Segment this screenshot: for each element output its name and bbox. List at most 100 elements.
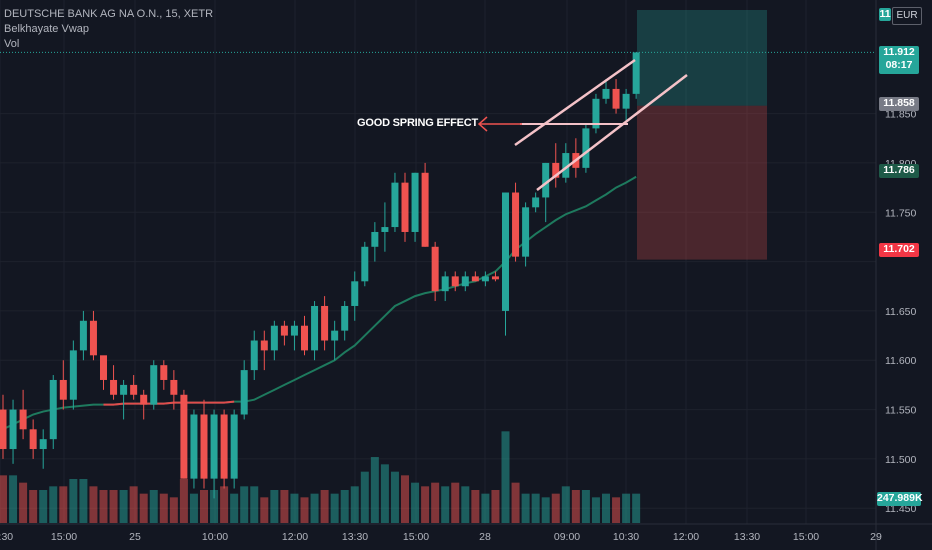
last-price-value: 11.912 xyxy=(883,46,915,58)
candle-body xyxy=(431,246,439,292)
candle-body xyxy=(200,414,208,479)
candle-body xyxy=(592,98,600,129)
volume-value-tag: 247.989K xyxy=(877,492,923,506)
candle-body xyxy=(39,439,47,450)
volume-bar xyxy=(179,479,188,523)
countdown-timer: 08:17 xyxy=(885,59,913,71)
candle-body xyxy=(230,414,238,479)
candle-body xyxy=(190,414,198,479)
candle-body xyxy=(502,192,509,311)
candle-body xyxy=(602,88,610,99)
volume-bar xyxy=(270,490,279,523)
candle-body xyxy=(49,379,57,440)
y-tick-label: 11.750 xyxy=(885,207,916,219)
volume-bar xyxy=(9,475,18,523)
candle-body xyxy=(481,276,489,282)
candle-body xyxy=(120,384,128,395)
volume-bar xyxy=(531,493,540,523)
volume-bar xyxy=(119,490,128,523)
volume-bar xyxy=(310,493,319,523)
volume-bar xyxy=(59,486,68,523)
volume-bar xyxy=(230,493,239,523)
volume-bar xyxy=(49,486,58,523)
candle-body xyxy=(522,207,530,257)
volume-bar xyxy=(149,490,158,523)
arrow-head xyxy=(477,116,488,132)
candle-body xyxy=(401,182,409,232)
candle-body xyxy=(421,172,429,247)
x-tick-label: 12:00 xyxy=(282,531,308,543)
volume-bar xyxy=(109,490,118,523)
candle-body xyxy=(280,325,288,336)
currency-button[interactable]: EUR xyxy=(892,7,922,25)
x-tick-label: 10:30 xyxy=(613,531,639,543)
volume-bar xyxy=(360,471,369,523)
y-tick-label: 11.850 xyxy=(885,109,916,121)
volume-bar xyxy=(581,490,590,523)
volume-bar xyxy=(401,475,409,523)
symbol-title[interactable]: DEUTSCHE BANK AG NA O.N., 15, XETR xyxy=(4,8,214,20)
candle-body xyxy=(552,162,560,178)
candle-body xyxy=(512,192,520,257)
candle-body xyxy=(441,276,449,292)
volume-bar xyxy=(169,497,178,523)
candle-body xyxy=(180,394,188,479)
candle-body xyxy=(632,52,640,94)
candle-body xyxy=(622,93,630,109)
volume-bar xyxy=(390,471,399,523)
volume-bar xyxy=(330,493,339,523)
candle-body xyxy=(29,429,37,450)
volume-bar xyxy=(471,490,480,523)
candle-body xyxy=(411,172,419,232)
candle-body xyxy=(250,340,258,371)
entry-price-tag: 11.858 xyxy=(879,97,919,111)
volume-bar xyxy=(591,497,600,523)
x-tick-label: 13:30 xyxy=(734,531,760,543)
candle-body xyxy=(371,231,379,247)
volume-bar xyxy=(551,493,560,523)
candle-body xyxy=(150,365,158,405)
candle-body xyxy=(9,409,17,450)
volume-bar xyxy=(300,497,309,523)
volume-bar xyxy=(139,493,148,523)
x-tick-label: 15:00 xyxy=(51,531,77,543)
volume-bar xyxy=(441,486,450,523)
candle-body xyxy=(391,182,399,228)
candle-body xyxy=(321,305,329,341)
volume-bar xyxy=(571,490,580,523)
candle-body xyxy=(69,350,77,400)
x-tick-label: 15:00 xyxy=(793,531,819,543)
indicator-label[interactable]: Belkhayate Vwap xyxy=(4,23,89,35)
volume-bar xyxy=(240,486,249,523)
stop-price-tag: 11.702 xyxy=(879,243,919,257)
x-tick-label: 09:00 xyxy=(554,531,580,543)
x-tick-label: 15:00 xyxy=(403,531,429,543)
y-tick-label: 11.500 xyxy=(885,454,916,466)
x-tick-label: 13:30 xyxy=(342,531,368,543)
volume-bar xyxy=(501,431,510,523)
candle-body xyxy=(582,128,590,168)
channel-upper-line xyxy=(514,58,636,147)
candle-body xyxy=(311,305,319,351)
candle-body xyxy=(140,394,148,405)
volume-bar xyxy=(451,482,460,523)
volume-bar xyxy=(29,490,38,523)
candle-body xyxy=(270,325,278,351)
x-tick-label: 12:00 xyxy=(673,531,699,543)
volume-bar xyxy=(159,493,168,523)
volume-bar xyxy=(612,497,621,523)
volume-label[interactable]: Vol xyxy=(4,38,20,50)
candle-body xyxy=(461,276,469,287)
volume-bar xyxy=(210,490,219,523)
volume-bar xyxy=(320,490,329,523)
candle-body xyxy=(331,330,339,341)
candle-body xyxy=(79,320,87,351)
volume-bar xyxy=(340,490,349,523)
volume-bar xyxy=(350,486,359,523)
volume-bar xyxy=(511,482,520,523)
candle-body xyxy=(341,305,349,331)
volume-bar xyxy=(521,493,530,523)
volume-bar xyxy=(99,490,108,523)
